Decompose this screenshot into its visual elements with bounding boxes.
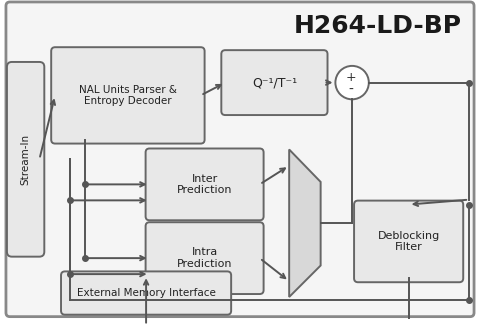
Text: Deblocking
Filter: Deblocking Filter bbox=[378, 231, 440, 252]
Text: Stream-In: Stream-In bbox=[21, 134, 31, 185]
FancyBboxPatch shape bbox=[145, 148, 264, 220]
FancyBboxPatch shape bbox=[6, 2, 474, 317]
FancyBboxPatch shape bbox=[7, 62, 44, 257]
FancyBboxPatch shape bbox=[51, 47, 204, 144]
Text: NAL Units Parser &
Entropy Decoder: NAL Units Parser & Entropy Decoder bbox=[79, 85, 177, 106]
Circle shape bbox=[336, 66, 369, 99]
FancyBboxPatch shape bbox=[61, 272, 231, 315]
Text: Q⁻¹/T⁻¹: Q⁻¹/T⁻¹ bbox=[252, 76, 297, 89]
Text: External Memory Interface: External Memory Interface bbox=[77, 288, 216, 298]
FancyBboxPatch shape bbox=[145, 222, 264, 294]
Text: H264-LD-BP: H264-LD-BP bbox=[294, 14, 462, 38]
FancyBboxPatch shape bbox=[354, 201, 463, 282]
Text: Intra
Prediction: Intra Prediction bbox=[177, 247, 232, 269]
FancyBboxPatch shape bbox=[221, 50, 327, 115]
Polygon shape bbox=[289, 149, 321, 297]
Text: -: - bbox=[348, 83, 354, 97]
Text: +: + bbox=[346, 71, 357, 84]
Text: Inter
Prediction: Inter Prediction bbox=[177, 174, 232, 195]
